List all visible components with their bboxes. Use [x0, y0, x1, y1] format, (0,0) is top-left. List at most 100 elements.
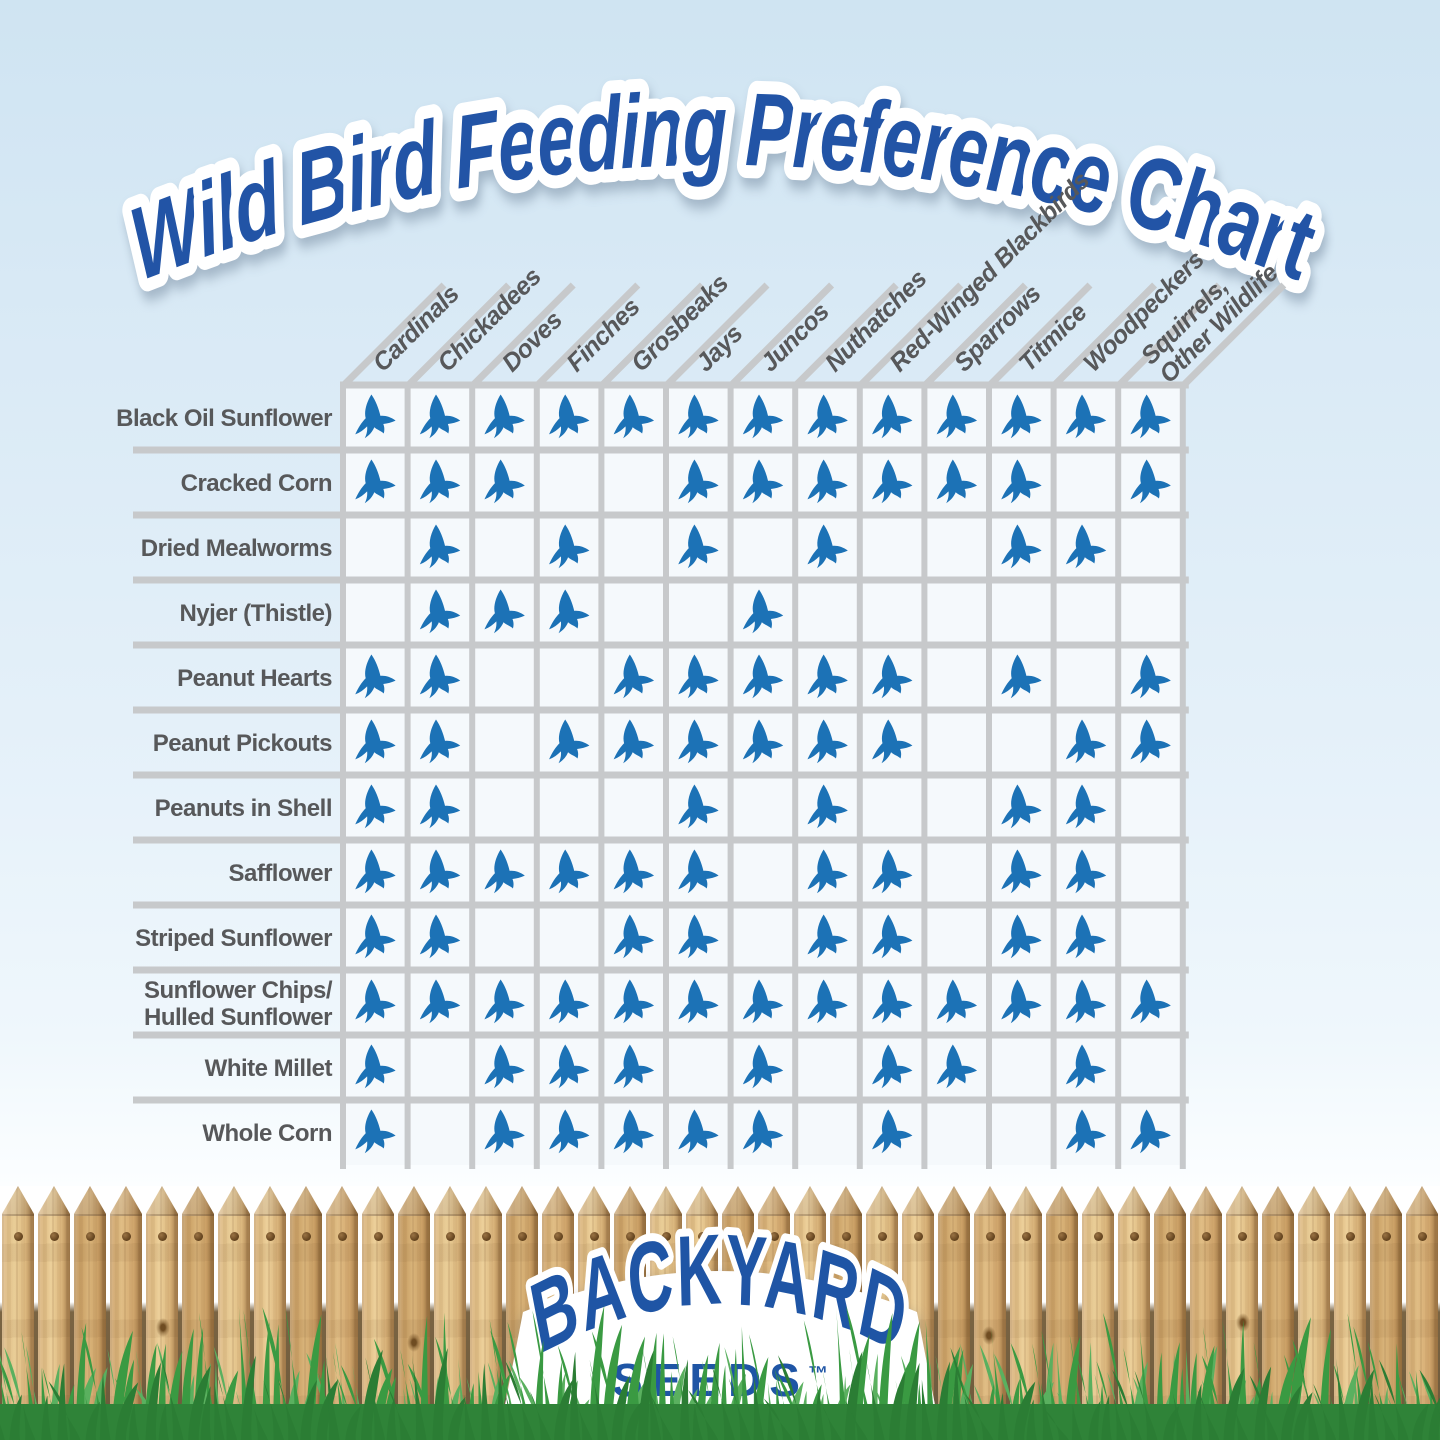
- nail-icon: [446, 1232, 455, 1241]
- nail-icon: [158, 1232, 167, 1241]
- grass-blade: [324, 1347, 340, 1440]
- grass-blade: [0, 1424, 5, 1440]
- nail-icon: [1094, 1232, 1103, 1241]
- nail-icon: [734, 1232, 743, 1241]
- grass-blade: [1107, 1372, 1128, 1440]
- grass-blade: [1411, 1403, 1429, 1440]
- grass-blade: [814, 1388, 826, 1440]
- row-label: Peanut Hearts: [177, 665, 332, 692]
- nail-icon: [1346, 1232, 1355, 1241]
- row-label: Whole Corn: [202, 1120, 332, 1147]
- row-label: Striped Sunflower: [135, 925, 332, 952]
- grass-blade: [1112, 1369, 1142, 1440]
- grass-blade: [1223, 1367, 1245, 1440]
- grass-blade: [128, 1403, 140, 1440]
- grass-blade: [763, 1398, 794, 1440]
- grass-blade: [217, 1373, 237, 1440]
- nail-icon: [1166, 1232, 1175, 1241]
- fence-picket: [254, 1186, 286, 1440]
- nail-icon: [806, 1232, 815, 1241]
- wood-knot: [982, 1325, 996, 1345]
- nail-icon: [986, 1232, 995, 1241]
- grass-blade: [1313, 1383, 1337, 1440]
- grass-blade: [464, 1395, 476, 1440]
- grass-blade: [505, 1360, 535, 1440]
- nail-icon: [950, 1232, 959, 1241]
- nail-icon: [302, 1232, 311, 1241]
- nail-icon: [914, 1232, 923, 1241]
- grass-blade: [589, 1359, 609, 1440]
- grass-blade: [1197, 1390, 1220, 1440]
- grass-blade: [161, 1357, 184, 1440]
- grass-blade: [48, 1381, 81, 1440]
- grass-blade: [409, 1378, 428, 1440]
- row-label: Nyjer (Thistle): [179, 600, 332, 627]
- grass-blade: [965, 1394, 994, 1440]
- grass-blade: [85, 1401, 100, 1440]
- grass-blade: [466, 1377, 484, 1440]
- grass-blade: [569, 1351, 581, 1440]
- grass-blade: [1374, 1393, 1396, 1440]
- nail-icon: [266, 1232, 275, 1241]
- grass-blade: [651, 1395, 674, 1440]
- grass-blade: [387, 1386, 411, 1440]
- nail-icon: [770, 1232, 779, 1241]
- grass-blade: [905, 1362, 920, 1440]
- grass-blade: [448, 1396, 466, 1440]
- grass-blade: [263, 1380, 284, 1440]
- grass-blade: [711, 1365, 735, 1440]
- grass-blade: [115, 1382, 139, 1440]
- nail-icon: [338, 1232, 347, 1241]
- grass-blade: [753, 1376, 765, 1440]
- grass-blade: [728, 1378, 751, 1440]
- grass-blade: [889, 1372, 906, 1440]
- nail-icon: [878, 1232, 887, 1241]
- grass-blade: [637, 1350, 654, 1440]
- grass-blade: [57, 1363, 69, 1440]
- nail-icon: [626, 1232, 635, 1241]
- grass-blade: [365, 1357, 386, 1440]
- grass-blade: [411, 1350, 427, 1440]
- nail-icon: [122, 1232, 131, 1241]
- grass-blade: [692, 1403, 703, 1440]
- grass-blade: [554, 1379, 573, 1440]
- grass-blade: [145, 1362, 161, 1440]
- grass-blade: [576, 1401, 593, 1440]
- grass-blade: [844, 1351, 863, 1440]
- grass-layer: [0, 1347, 1440, 1440]
- row-label: White Millet: [205, 1055, 333, 1082]
- grass-blade: [1026, 1399, 1037, 1440]
- nail-icon: [1238, 1232, 1247, 1241]
- grass-blade: [624, 1399, 644, 1440]
- nail-icon: [698, 1232, 707, 1241]
- grass-blade: [1134, 1370, 1158, 1440]
- grass-blade: [952, 1361, 963, 1440]
- nail-icon: [194, 1232, 203, 1241]
- wood-knot: [155, 1318, 170, 1338]
- grass-blade: [529, 1391, 551, 1440]
- grass-blade: [950, 1347, 978, 1440]
- fence-picket: [1406, 1186, 1438, 1440]
- nail-icon: [842, 1232, 851, 1241]
- grass-blade: [921, 1379, 933, 1440]
- grass-blade: [1336, 1358, 1350, 1440]
- grass-blade: [642, 1348, 662, 1440]
- grass-blade: [496, 1369, 508, 1440]
- grass-blade: [777, 1355, 810, 1440]
- grass-blade: [188, 1365, 211, 1440]
- grass-blade: [1088, 1401, 1101, 1440]
- grass-blade: [936, 1361, 950, 1440]
- grass-blade: [866, 1362, 885, 1440]
- grass-blade: [1249, 1375, 1278, 1440]
- grass-blade: [1114, 1398, 1127, 1440]
- grass-blade: [1368, 1381, 1379, 1440]
- grass-blade: [25, 1345, 45, 1440]
- grass-blade: [611, 1375, 630, 1440]
- nail-icon: [1274, 1232, 1283, 1241]
- nail-icon: [86, 1232, 95, 1241]
- nail-icon: [482, 1232, 491, 1241]
- row-label: Sunflower Chips/Hulled Sunflower: [144, 977, 333, 1031]
- grass-blade: [361, 1349, 383, 1440]
- grass-blade: [767, 1406, 778, 1440]
